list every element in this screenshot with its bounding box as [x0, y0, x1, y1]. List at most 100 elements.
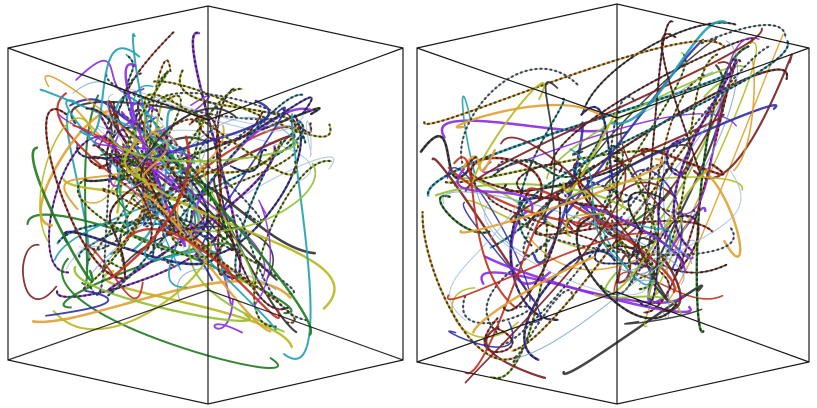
- filament-ticks: [421, 210, 517, 361]
- filament-ticks: [520, 39, 789, 222]
- filament-ticks: [76, 177, 224, 258]
- filament-ticks: [438, 194, 491, 234]
- filament-strand: [703, 169, 742, 258]
- right-filaments: [419, 20, 794, 384]
- right-cube-hidden-edge-b: [616, 291, 810, 363]
- filament-strand: [459, 158, 664, 234]
- filament-strand: [72, 81, 157, 104]
- filament-ticks: [511, 79, 738, 352]
- filament-ticks: [700, 23, 787, 45]
- filament-strand: [108, 135, 190, 280]
- filament-ticks: [665, 138, 693, 177]
- filament-ticks: [101, 187, 259, 295]
- filament-ticks: [131, 195, 296, 324]
- filament-ticks: [47, 135, 118, 274]
- filament-ticks: [633, 210, 655, 262]
- filament-ticks: [575, 217, 678, 320]
- filament-strand: [62, 242, 235, 309]
- filament-strand: [123, 137, 148, 183]
- filament-ticks: [87, 94, 182, 262]
- filament-strand: [22, 243, 58, 300]
- filament-ticks: [460, 67, 580, 164]
- filament-strand: [540, 81, 559, 221]
- filament-strand: [635, 222, 672, 251]
- filament-strand: [565, 180, 624, 236]
- filament-strand: [213, 298, 243, 334]
- left-cube-hidden-edge-b: [207, 289, 404, 361]
- filament-strand: [462, 201, 541, 323]
- filament-strand: [39, 117, 95, 242]
- filament-ticks: [105, 137, 206, 230]
- filament-strand: [456, 168, 534, 212]
- filament-strand: [464, 217, 542, 374]
- filament-strand: [31, 146, 94, 283]
- filament-strand: [442, 191, 685, 285]
- filament-strand: [63, 162, 153, 211]
- filament-strand: [198, 148, 255, 286]
- filament-ticks: [517, 97, 566, 247]
- filament-strand: [446, 232, 646, 301]
- filament-ticks: [107, 93, 304, 297]
- filament-ticks: [490, 158, 596, 179]
- right-cube-top-edge-front-left: [416, 47, 618, 119]
- filament-strand: [562, 284, 704, 376]
- filament-ticks: [136, 216, 295, 295]
- filament-ticks: [485, 192, 671, 292]
- filament-strand: [630, 168, 683, 270]
- filament-ticks: [228, 213, 309, 322]
- filament-strand: [131, 32, 186, 174]
- filament-ticks: [514, 216, 735, 257]
- left-cube-top-edge-front-left: [7, 47, 209, 121]
- filament-strand: [440, 119, 607, 139]
- filament-strand: [560, 216, 598, 233]
- filament-strand: [572, 130, 628, 156]
- filament-strand: [26, 213, 293, 315]
- filament-strand: [447, 166, 630, 226]
- filament-strand: [471, 82, 546, 185]
- filament-ticks: [502, 194, 561, 312]
- filament-ticks: [169, 110, 201, 247]
- filament-strand: [569, 148, 628, 267]
- filament-strand: [73, 265, 251, 322]
- filament-ticks: [639, 53, 719, 279]
- filament-ticks: [511, 289, 574, 365]
- filament-ticks: [643, 59, 742, 314]
- filament-strand: [637, 237, 669, 302]
- filament-strand: [453, 177, 572, 238]
- filament-strand: [45, 289, 110, 317]
- filament-strand: [283, 113, 312, 360]
- right-cube-panel: [416, 3, 810, 405]
- filament-ticks: [85, 107, 181, 234]
- filament-strand: [79, 47, 141, 136]
- filament-strand: [562, 112, 618, 193]
- filament-strand: [102, 269, 294, 349]
- filament-ticks: [92, 144, 153, 252]
- filament-strand: [129, 165, 336, 310]
- left-filaments: [22, 31, 336, 370]
- filament-strand: [472, 256, 595, 334]
- filament-ticks: [599, 51, 687, 248]
- filament-ticks: [215, 87, 289, 311]
- filament-ticks: [92, 101, 219, 251]
- filament-strand: [61, 257, 280, 370]
- filament-strand: [609, 20, 727, 125]
- filament-ticks: [188, 114, 227, 276]
- filament-ticks: [137, 100, 189, 192]
- filament-ticks: [509, 189, 559, 321]
- filament-ticks: [253, 160, 333, 328]
- filament-strand: [624, 308, 703, 325]
- left-cube-hidden-edge-a: [7, 289, 209, 361]
- filament-ticks: [106, 193, 149, 270]
- filament-strand: [464, 27, 763, 192]
- filament-strand: [464, 157, 627, 384]
- filament-strand: [120, 102, 159, 129]
- filament-ticks: [572, 162, 641, 250]
- filament-ticks: [45, 108, 131, 280]
- filament-ticks: [523, 250, 616, 361]
- filament-ticks: [89, 71, 143, 296]
- filament-strand: [500, 136, 649, 268]
- filament-ticks: [550, 37, 755, 167]
- filament-ticks: [636, 167, 685, 307]
- filament-strand: [149, 139, 313, 336]
